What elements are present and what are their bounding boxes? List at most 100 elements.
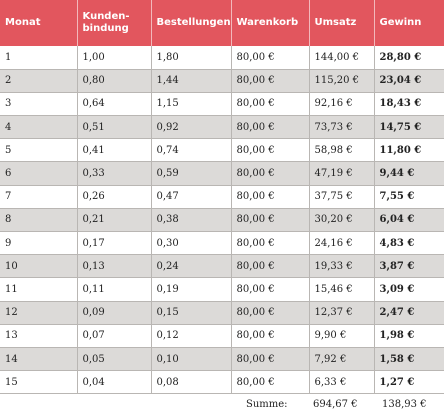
cell-monat: 7 [0, 185, 78, 209]
cell-kundenbindung: 0,09 [77, 301, 152, 325]
table-row: 15 0,04 0,08 80,00 €6,33 €1,27 € [0, 370, 444, 395]
cell-monat: 1 [0, 46, 78, 70]
cell-umsatz: 9,90 € [309, 324, 375, 348]
cell-bestellungen: 0,08 [151, 370, 232, 395]
cell-kundenbindung: 0,05 [77, 347, 152, 372]
table-row: 3 0,64 1,15 80,00 €92,16 €18,43 € [0, 92, 444, 117]
cell-monat: 4 [0, 115, 78, 140]
cell-kundenbindung: 0,26 [77, 185, 152, 209]
cell-umsatz: 58,98 € [309, 138, 375, 163]
cell-monat: 15 [0, 370, 78, 395]
cell-umsatz: 47,19 € [309, 161, 375, 186]
cell-gewinn: 1,98 € [374, 324, 444, 348]
cell-warenkorb: 80,00 € [231, 254, 310, 279]
table-row: 6 0,33 0,59 80,00 €47,19 €9,44 € [0, 161, 444, 186]
cell-warenkorb: 80,00 € [231, 324, 310, 348]
cell-bestellungen: 0,92 [151, 115, 232, 140]
cell-bestellungen: 0,38 [151, 208, 232, 233]
cell-warenkorb: 80,00 € [231, 69, 310, 93]
header-umsatz: Umsatz [309, 0, 375, 46]
cell-umsatz: 6,33 € [309, 370, 375, 395]
cell-bestellungen: 0,19 [151, 277, 232, 302]
header-kundenbindung: Kunden-bindung [77, 0, 152, 46]
cell-bestellungen: 0,59 [151, 161, 232, 186]
cell-bestellungen: 0,15 [151, 301, 232, 325]
cell-kundenbindung: 1,00 [77, 46, 152, 70]
cell-warenkorb: 80,00 € [231, 92, 310, 117]
cell-kundenbindung: 0,21 [77, 208, 152, 233]
cell-monat: 9 [0, 231, 78, 256]
table-row: 9 0,17 0,30 80,00 €24,16 €4,83 € [0, 231, 444, 256]
table-row: 13 0,07 0,12 80,00 €9,90 €1,98 € [0, 324, 444, 348]
cell-warenkorb: 80,00 € [231, 231, 310, 256]
cell-kundenbindung: 0,51 [77, 115, 152, 140]
table-row: 1 1,00 1,80 80,00 €144,00 €28,80 € [0, 46, 444, 70]
cell-umsatz: 92,16 € [309, 92, 375, 117]
cell-warenkorb: 80,00 € [231, 208, 310, 233]
cell-warenkorb: 80,00 € [231, 138, 310, 163]
cell-gewinn: 3,87 € [374, 254, 444, 279]
cell-umsatz: 73,73 € [309, 115, 375, 140]
cell-monat: 14 [0, 347, 78, 372]
cell-gewinn: 23,04 € [374, 69, 444, 93]
cell-umsatz: 30,20 € [309, 208, 375, 233]
cell-monat: 2 [0, 69, 78, 93]
table-row: 14 0,05 0,10 80,00 €7,92 €1,58 € [0, 347, 444, 372]
cell-gewinn: 6,04 € [374, 208, 444, 233]
cell-kundenbindung: 0,80 [77, 69, 152, 93]
cell-gewinn: 18,43 € [374, 92, 444, 117]
cell-umsatz: 144,00 € [309, 46, 375, 70]
table-body: 1 1,00 1,80 80,00 €144,00 €28,80 €2 0,80 1,44… [0, 46, 444, 395]
header-bestellungen: Bestellungen [151, 0, 232, 46]
cell-bestellungen: 0,30 [151, 231, 232, 256]
cell-kundenbindung: 0,17 [77, 231, 152, 256]
cell-kundenbindung: 0,11 [77, 277, 152, 302]
cell-bestellungen: 0,47 [151, 185, 232, 209]
cell-gewinn: 1,27 € [374, 370, 444, 395]
cell-kundenbindung: 0,13 [77, 254, 152, 279]
cell-warenkorb: 80,00 € [231, 370, 310, 395]
cell-warenkorb: 80,00 € [231, 161, 310, 186]
table-row: 11 0,11 0,19 80,00 €15,46 €3,09 € [0, 277, 444, 302]
cell-umsatz: 15,46 € [309, 277, 375, 302]
cell-gewinn: 28,80 € [374, 46, 444, 70]
cell-kundenbindung: 0,07 [77, 324, 152, 348]
cell-umsatz: 19,33 € [309, 254, 375, 279]
cell-monat: 11 [0, 277, 78, 302]
cell-warenkorb: 80,00 € [231, 46, 310, 70]
cell-bestellungen: 1,15 [151, 92, 232, 117]
cell-gewinn: 4,83 € [374, 231, 444, 256]
cell-warenkorb: 80,00 € [231, 277, 310, 302]
cell-gewinn: 7,55 € [374, 185, 444, 209]
cell-gewinn: 9,44 € [374, 161, 444, 186]
header-monat: Monat [0, 0, 78, 46]
cell-warenkorb: 80,00 € [231, 347, 310, 372]
summary-umsatz-value: 694,67 € [313, 399, 358, 410]
cell-bestellungen: 1,44 [151, 69, 232, 93]
cell-monat: 5 [0, 138, 78, 163]
table-row: 2 0,80 1,44 80,00 €115,20 €23,04 € [0, 69, 444, 93]
cell-kundenbindung: 0,64 [77, 92, 152, 117]
table-row: 10 0,13 0,24 80,00 €19,33 €3,87 € [0, 254, 444, 279]
cell-monat: 13 [0, 324, 78, 348]
cell-umsatz: 12,37 € [309, 301, 375, 325]
cell-umsatz: 37,75 € [309, 185, 375, 209]
cell-kundenbindung: 0,04 [77, 370, 152, 395]
cell-monat: 12 [0, 301, 78, 325]
table-row: 5 0,41 0,74 80,00 €58,98 €11,80 € [0, 138, 444, 163]
cell-monat: 3 [0, 92, 78, 117]
cell-kundenbindung: 0,33 [77, 161, 152, 186]
revenue-table: Monat Kunden-bindung Bestellungen Warenkorb… [0, 0, 444, 395]
summary-row: Summe: 694,67 € 138,93 € [0, 393, 444, 417]
cell-bestellungen: 1,80 [151, 46, 232, 70]
table-header: Monat Kunden-bindung Bestellungen Warenkorb… [0, 0, 444, 46]
cell-monat: 6 [0, 161, 78, 186]
header-row: Monat Kunden-bindung Bestellungen Warenkorb… [0, 0, 444, 46]
cell-gewinn: 3,09 € [374, 277, 444, 302]
cell-umsatz: 24,16 € [309, 231, 375, 256]
table-row: 4 0,51 0,92 80,00 €73,73 €14,75 € [0, 115, 444, 140]
cell-umsatz: 115,20 € [309, 69, 375, 93]
cell-gewinn: 11,80 € [374, 138, 444, 163]
cell-bestellungen: 0,74 [151, 138, 232, 163]
